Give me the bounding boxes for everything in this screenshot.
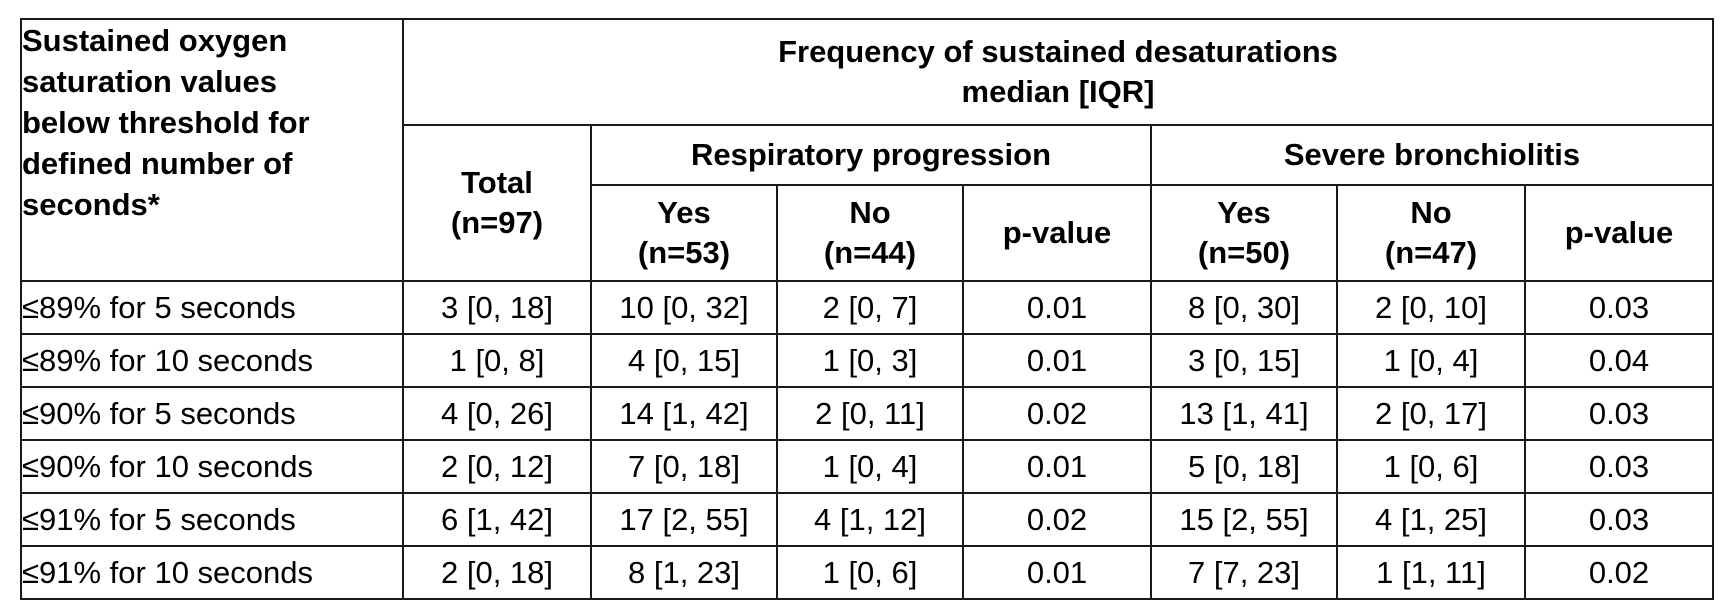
- row-label: ≤91% for 5 seconds: [20, 492, 404, 547]
- table-cell: 1 [0, 6]: [1336, 439, 1526, 494]
- column-header-n: (n=53): [637, 235, 731, 270]
- table-cell: 0.02: [1524, 545, 1714, 600]
- table-cell: 0.03: [1524, 386, 1714, 441]
- table-cell: 0.01: [962, 333, 1152, 388]
- table-cell: 17 [2, 55]: [590, 492, 778, 547]
- subgroup-severe-bronchiolitis: Severe bronchiolitis: [1150, 124, 1714, 186]
- table-cell: 3 [0, 18]: [402, 280, 592, 335]
- column-header-rp-no: No (n=44): [776, 184, 964, 282]
- column-header-rp-pvalue: p-value: [962, 184, 1152, 282]
- table-cell: 3 [0, 15]: [1150, 333, 1338, 388]
- row-header-line: seconds*: [22, 187, 160, 222]
- column-header-label: Total: [461, 165, 533, 200]
- row-label: ≤91% for 10 seconds: [20, 545, 404, 600]
- table-cell: 1 [0, 4]: [776, 439, 964, 494]
- table-cell: 2 [0, 17]: [1336, 386, 1526, 441]
- row-header-line: Sustained oxygen: [22, 23, 288, 58]
- table-cell: 15 [2, 55]: [1150, 492, 1338, 547]
- row-label: ≤90% for 5 seconds: [20, 386, 404, 441]
- table-cell: 13 [1, 41]: [1150, 386, 1338, 441]
- header-row-subgroups: Total (n=97) Respiratory progression Sev…: [21, 124, 1714, 282]
- table-cell: 1 [0, 3]: [776, 333, 964, 388]
- table-cell: 2 [0, 7]: [776, 280, 964, 335]
- table-row: ≤90% for 10 seconds 2 [0, 12] 7 [0, 18] …: [20, 439, 1714, 494]
- table-cell: 0.03: [1524, 439, 1714, 494]
- group-subtitle: median [IQR]: [961, 74, 1155, 109]
- table-cell: 4 [1, 12]: [776, 492, 964, 547]
- table-cell: 0.03: [1524, 492, 1714, 547]
- table-cell: 1 [0, 4]: [1336, 333, 1526, 388]
- results-table: Sustained oxygen saturation values below…: [20, 18, 1714, 600]
- column-header-label: Yes: [657, 195, 711, 230]
- table-cell: 1 [0, 8]: [402, 333, 592, 388]
- row-header-line: below threshold for: [22, 105, 310, 140]
- table-row: ≤91% for 10 seconds 2 [0, 18] 8 [1, 23] …: [20, 545, 1714, 600]
- row-label: ≤90% for 10 seconds: [20, 439, 404, 494]
- column-header-n: (n=50): [1197, 235, 1291, 270]
- table-cell: 8 [1, 23]: [590, 545, 778, 600]
- table-cell: 0.01: [962, 280, 1152, 335]
- header-row-columns: Yes (n=53) No (n=44) p-value Yes (n=50) …: [21, 184, 1714, 282]
- group-title-cell: Frequency of sustained desaturations med…: [402, 18, 1714, 126]
- table-cell: 0.04: [1524, 333, 1714, 388]
- table-cell: 2 [0, 11]: [776, 386, 964, 441]
- table-cell: 0.01: [962, 545, 1152, 600]
- header-row-group: Sustained oxygen saturation values below…: [20, 18, 1714, 282]
- table-cell: 4 [0, 26]: [402, 386, 592, 441]
- row-label: ≤89% for 10 seconds: [20, 333, 404, 388]
- column-header-label: No: [849, 195, 891, 230]
- table-cell: 7 [0, 18]: [590, 439, 778, 494]
- table-cell: 0.01: [962, 439, 1152, 494]
- table-cell: 5 [0, 18]: [1150, 439, 1338, 494]
- row-label: ≤89% for 5 seconds: [20, 280, 404, 335]
- table-cell: 4 [1, 25]: [1336, 492, 1526, 547]
- table-cell: 14 [1, 42]: [590, 386, 778, 441]
- column-header-label: Yes: [1217, 195, 1271, 230]
- table-cell: 6 [1, 42]: [402, 492, 592, 547]
- table-cell: 0.02: [962, 386, 1152, 441]
- table-cell: 1 [1, 11]: [1336, 545, 1526, 600]
- table-cell: 2 [0, 10]: [1336, 280, 1526, 335]
- table-row: ≤89% for 10 seconds 1 [0, 8] 4 [0, 15] 1…: [20, 333, 1714, 388]
- group-title: Frequency of sustained desaturations: [778, 34, 1338, 69]
- column-header-rp-yes: Yes (n=53): [590, 184, 778, 282]
- column-header-sb-yes: Yes (n=50): [1150, 184, 1338, 282]
- column-header-label: No: [1410, 195, 1452, 230]
- column-header-n: (n=44): [823, 235, 917, 270]
- table-cell: 7 [7, 23]: [1150, 545, 1338, 600]
- table-cell: 4 [0, 15]: [590, 333, 778, 388]
- row-header-cell: Sustained oxygen saturation values below…: [20, 18, 404, 282]
- table-row: ≤89% for 5 seconds 3 [0, 18] 10 [0, 32] …: [20, 280, 1714, 335]
- table-cell: 2 [0, 12]: [402, 439, 592, 494]
- column-header-n: (n=97): [450, 205, 544, 240]
- row-header-line: defined number of: [22, 146, 293, 181]
- table-row: ≤90% for 5 seconds 4 [0, 26] 14 [1, 42] …: [20, 386, 1714, 441]
- subgroup-respiratory-progression: Respiratory progression: [590, 124, 1152, 186]
- column-header-total: Total (n=97): [402, 124, 592, 282]
- table-cell: 2 [0, 18]: [402, 545, 592, 600]
- table-cell: 8 [0, 30]: [1150, 280, 1338, 335]
- column-header-sb-pvalue: p-value: [1524, 184, 1714, 282]
- row-header-line: saturation values: [22, 64, 277, 99]
- table-row: ≤91% for 5 seconds 6 [1, 42] 17 [2, 55] …: [20, 492, 1714, 547]
- column-header-sb-no: No (n=47): [1336, 184, 1526, 282]
- column-header-n: (n=47): [1384, 235, 1478, 270]
- table-cell: 10 [0, 32]: [590, 280, 778, 335]
- table-cell: 0.03: [1524, 280, 1714, 335]
- table-cell: 0.02: [962, 492, 1152, 547]
- table-cell: 1 [0, 6]: [776, 545, 964, 600]
